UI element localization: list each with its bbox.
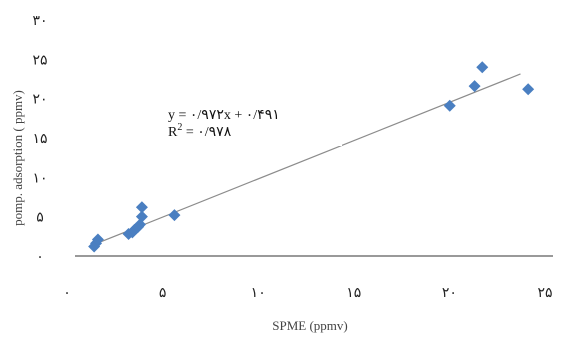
data-point-marker: [91, 233, 104, 246]
equation-background: [162, 100, 342, 146]
x-tick-label: ۱۵: [346, 285, 361, 301]
tick-labels: ۰ ۵ ۱۰ ۱۵ ۲۰ ۲۵ ۳۰ ۰ ۵ ۱۰ ۱۵ ۲۰ ۲۵: [32, 13, 552, 301]
x-tick-label: ۰: [63, 285, 71, 301]
equation-line-1: y = ۰/۹۷۲x + ۰/۴۹۱: [168, 108, 280, 123]
x-tick-label: ۲۵: [537, 285, 552, 301]
trendline-layer: [93, 73, 521, 246]
x-tick-label: ۵: [159, 285, 167, 301]
y-tick-label: ۲۵: [32, 52, 47, 68]
data-point-marker: [135, 210, 148, 223]
data-point-marker: [476, 61, 489, 74]
data-point-marker: [135, 201, 148, 214]
y-tick-label: ۱۵: [32, 131, 47, 147]
y-tick-label: ۳۰: [32, 13, 47, 29]
equation-box: y = ۰/۹۷۲x + ۰/۴۹۱ R2 = ۰/۹۷۸: [162, 100, 342, 146]
data-point-marker: [443, 99, 456, 112]
y-tick-label: ۱۰: [32, 170, 47, 186]
y-tick-label: ۲۰: [32, 92, 47, 108]
x-tick-label: ۲۰: [442, 285, 457, 301]
data-points: [88, 61, 535, 253]
r-squared-symbol: R: [168, 125, 178, 140]
r-squared-superscript: 2: [177, 122, 182, 133]
y-axis-title: pomp. adsorption ( ppmv): [10, 90, 25, 226]
data-point-marker: [468, 80, 481, 93]
y-tick-label: ۵: [36, 210, 44, 226]
x-axis-title: SPME (ppmv): [272, 318, 347, 333]
data-point-marker: [522, 83, 535, 96]
r-squared-value: = ۰/۹۷۸: [182, 125, 231, 140]
y-tick-label: ۰: [36, 249, 44, 265]
equation-line-2: R2 = ۰/۹۷۸: [168, 122, 232, 140]
x-tick-label: ۱۰: [251, 285, 266, 301]
data-point-marker: [168, 209, 181, 222]
trendline: [93, 73, 521, 246]
